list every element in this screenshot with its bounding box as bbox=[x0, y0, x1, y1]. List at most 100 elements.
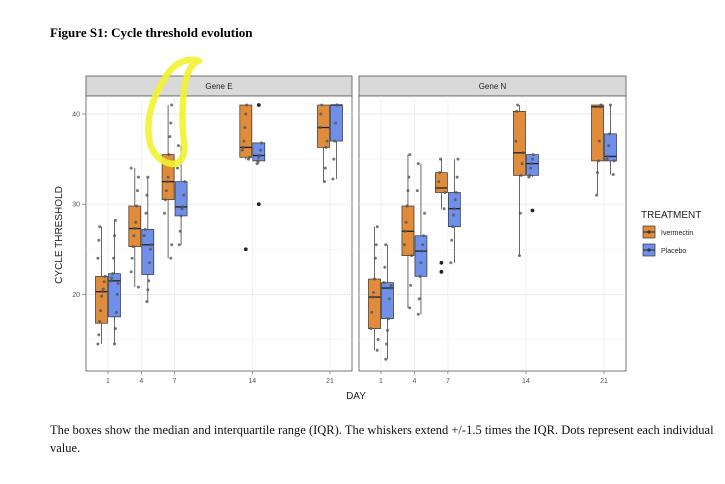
legend-swatch-dot bbox=[647, 230, 651, 234]
x-tick-label: 7 bbox=[446, 378, 450, 385]
data-point bbox=[142, 234, 146, 238]
data-point bbox=[176, 144, 180, 148]
data-point bbox=[147, 279, 151, 283]
x-axis-title: DAY bbox=[346, 391, 366, 402]
data-point bbox=[322, 180, 326, 184]
data-point bbox=[423, 211, 427, 215]
x-tick-label: 4 bbox=[412, 378, 416, 385]
legend-title: TREATMENT bbox=[641, 210, 701, 221]
data-point bbox=[259, 148, 263, 152]
data-point bbox=[320, 103, 324, 107]
data-point bbox=[165, 180, 169, 184]
data-point bbox=[443, 190, 447, 194]
data-point bbox=[515, 109, 519, 113]
data-point bbox=[405, 204, 409, 208]
data-point bbox=[324, 145, 328, 149]
y-axis-title: CYCLE THRESHOLD bbox=[54, 186, 65, 284]
data-point bbox=[164, 189, 168, 193]
data-point bbox=[102, 280, 106, 284]
data-point bbox=[323, 166, 327, 170]
box-iqr bbox=[435, 172, 448, 193]
data-point bbox=[374, 243, 378, 247]
data-point bbox=[608, 132, 612, 136]
data-point bbox=[113, 234, 116, 238]
data-point bbox=[332, 157, 336, 161]
facet-panel-0: Gene E1 4 7 14 21 bbox=[85, 75, 353, 385]
box-placebo-day-14 bbox=[252, 103, 266, 207]
figure-title: Figure S1: Cycle threshold evolution bbox=[50, 25, 253, 40]
data-point bbox=[611, 172, 615, 176]
data-point bbox=[373, 277, 376, 281]
data-point bbox=[385, 342, 389, 346]
data-point bbox=[260, 141, 263, 145]
data-point bbox=[520, 162, 524, 166]
data-point bbox=[595, 193, 599, 197]
data-point bbox=[386, 317, 390, 321]
data-point bbox=[388, 286, 392, 290]
box-ivermectin-day-1 bbox=[95, 225, 108, 346]
x-tick-label: 21 bbox=[600, 378, 608, 385]
data-point bbox=[370, 310, 374, 314]
data-point bbox=[178, 229, 182, 233]
data-point bbox=[333, 139, 337, 143]
data-point bbox=[334, 121, 338, 125]
data-point bbox=[531, 153, 535, 157]
data-point bbox=[113, 327, 117, 331]
data-point bbox=[170, 243, 174, 247]
box-ivermectin-day-4 bbox=[401, 153, 415, 310]
data-point bbox=[331, 177, 335, 181]
box-placebo-day-7 bbox=[448, 157, 461, 265]
legend-label-ivermectin: Ivermectin bbox=[661, 230, 693, 237]
data-point bbox=[130, 256, 134, 260]
data-point bbox=[422, 234, 426, 238]
data-point bbox=[596, 159, 600, 163]
facet-strip-label: Gene N bbox=[479, 82, 507, 91]
legend-key-placebo: Placebo bbox=[642, 243, 686, 257]
data-point bbox=[163, 211, 166, 215]
outlier-point bbox=[439, 269, 444, 274]
box-ivermectin-day-21 bbox=[317, 103, 330, 184]
data-point bbox=[145, 193, 149, 197]
data-point bbox=[163, 198, 167, 202]
data-point bbox=[244, 112, 248, 116]
data-point bbox=[437, 180, 441, 184]
data-point bbox=[376, 337, 380, 341]
box-ivermectin-day-21 bbox=[591, 103, 604, 197]
data-point bbox=[407, 175, 411, 179]
data-point bbox=[132, 234, 136, 238]
data-point bbox=[113, 342, 116, 346]
data-point bbox=[144, 211, 148, 215]
data-point bbox=[129, 270, 133, 274]
x-tick-label: 14 bbox=[522, 378, 530, 385]
data-point bbox=[418, 274, 422, 278]
data-point bbox=[111, 272, 115, 276]
data-point bbox=[599, 103, 603, 107]
data-point bbox=[146, 175, 150, 179]
data-point bbox=[383, 265, 387, 269]
data-point bbox=[133, 227, 137, 231]
box-placebo-day-1 bbox=[108, 218, 121, 346]
data-point bbox=[530, 157, 534, 161]
data-point bbox=[168, 135, 172, 139]
data-point bbox=[528, 173, 532, 177]
data-point bbox=[148, 261, 152, 265]
data-point bbox=[518, 211, 522, 215]
data-point bbox=[169, 121, 173, 125]
data-point bbox=[409, 283, 413, 287]
outlier-point bbox=[243, 247, 248, 252]
data-point bbox=[255, 162, 259, 166]
x-tick-label: 21 bbox=[326, 378, 334, 385]
data-point bbox=[149, 247, 152, 251]
data-point bbox=[404, 220, 408, 224]
data-point bbox=[256, 159, 260, 163]
data-point bbox=[369, 327, 373, 331]
x-tick-label: 7 bbox=[173, 378, 177, 385]
data-point bbox=[240, 148, 244, 152]
data-point bbox=[242, 139, 246, 143]
panel-background bbox=[85, 95, 353, 372]
data-point bbox=[335, 103, 339, 107]
data-point bbox=[319, 112, 323, 116]
y-tick-label-20: 20 bbox=[72, 292, 80, 299]
data-point bbox=[112, 256, 116, 260]
